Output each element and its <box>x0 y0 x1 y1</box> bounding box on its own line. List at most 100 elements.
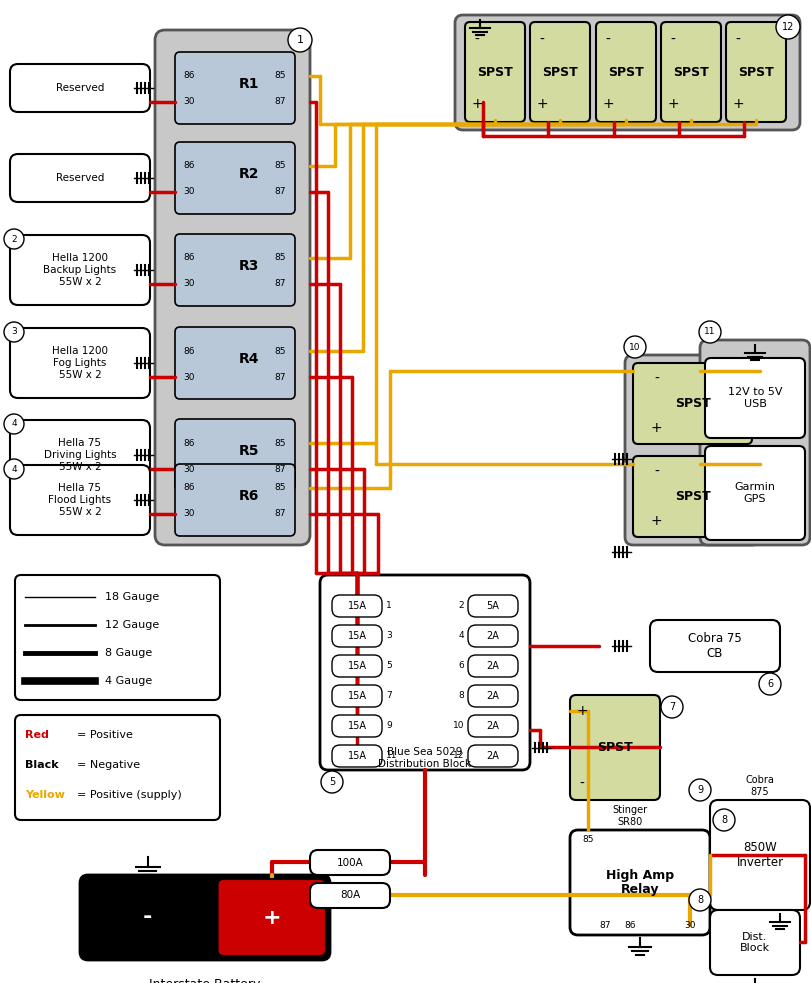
FancyBboxPatch shape <box>633 456 752 537</box>
Text: = Positive: = Positive <box>77 730 133 740</box>
Text: R4: R4 <box>239 352 260 366</box>
FancyBboxPatch shape <box>15 715 220 820</box>
Circle shape <box>624 336 646 358</box>
Text: 6: 6 <box>767 679 773 689</box>
Text: +: + <box>536 97 547 111</box>
Text: 15A: 15A <box>347 691 367 701</box>
Text: = Negative: = Negative <box>77 760 140 770</box>
Text: -: - <box>143 907 152 928</box>
Text: 15A: 15A <box>347 601 367 611</box>
Text: = Positive (supply): = Positive (supply) <box>77 790 182 800</box>
Circle shape <box>288 28 312 52</box>
FancyBboxPatch shape <box>10 328 150 398</box>
FancyBboxPatch shape <box>705 446 805 540</box>
FancyBboxPatch shape <box>320 575 530 770</box>
FancyBboxPatch shape <box>726 22 786 122</box>
Text: 85: 85 <box>275 484 286 492</box>
Circle shape <box>321 771 343 793</box>
Circle shape <box>689 779 711 801</box>
FancyBboxPatch shape <box>310 883 390 908</box>
Text: 30: 30 <box>183 279 195 288</box>
Text: 12: 12 <box>782 22 794 32</box>
Text: Yellow: Yellow <box>25 790 65 800</box>
Text: +: + <box>576 704 588 718</box>
Text: 9: 9 <box>697 785 703 795</box>
Text: 4: 4 <box>11 465 17 474</box>
FancyBboxPatch shape <box>710 910 800 975</box>
Text: Hella 1200
Backup Lights
55W x 2: Hella 1200 Backup Lights 55W x 2 <box>44 254 117 287</box>
Text: 85: 85 <box>275 346 286 356</box>
FancyBboxPatch shape <box>700 340 810 545</box>
Text: 30: 30 <box>684 920 696 930</box>
Text: Stinger
SR80: Stinger SR80 <box>612 805 647 827</box>
Text: 5: 5 <box>386 662 392 670</box>
Text: SPST: SPST <box>608 66 644 79</box>
Text: 3: 3 <box>11 327 17 336</box>
Text: SPST: SPST <box>477 66 513 79</box>
Text: +: + <box>732 97 744 111</box>
Text: 30: 30 <box>183 465 195 474</box>
FancyBboxPatch shape <box>10 64 150 112</box>
FancyBboxPatch shape <box>175 419 295 491</box>
Text: 2: 2 <box>11 235 17 244</box>
Text: 86: 86 <box>183 72 195 81</box>
FancyBboxPatch shape <box>625 355 760 545</box>
Text: 85: 85 <box>275 72 286 81</box>
Circle shape <box>4 459 24 479</box>
Text: 5A: 5A <box>487 601 500 611</box>
FancyBboxPatch shape <box>10 465 150 535</box>
FancyBboxPatch shape <box>10 420 150 490</box>
Text: 87: 87 <box>275 97 286 106</box>
Text: Red: Red <box>25 730 49 740</box>
FancyBboxPatch shape <box>155 30 310 545</box>
Text: 87: 87 <box>275 509 286 518</box>
Text: 100A: 100A <box>337 857 363 868</box>
Text: 4: 4 <box>458 631 464 641</box>
FancyBboxPatch shape <box>80 875 330 960</box>
Text: Dist.
Block: Dist. Block <box>740 932 770 954</box>
Text: R3: R3 <box>239 259 260 273</box>
FancyBboxPatch shape <box>175 52 295 124</box>
Text: 87: 87 <box>275 373 286 381</box>
Text: 10: 10 <box>629 342 641 352</box>
Text: 86: 86 <box>183 161 195 170</box>
FancyBboxPatch shape <box>332 715 382 737</box>
Text: 2: 2 <box>458 602 464 610</box>
Text: 10: 10 <box>453 722 464 730</box>
Text: 12V to 5V
USB: 12V to 5V USB <box>727 387 783 409</box>
Text: -: - <box>654 465 659 479</box>
FancyBboxPatch shape <box>633 363 752 444</box>
Text: 8: 8 <box>697 895 703 905</box>
Text: 85: 85 <box>275 161 286 170</box>
Text: 86: 86 <box>624 920 636 930</box>
Circle shape <box>4 414 24 434</box>
Text: R6: R6 <box>239 489 260 503</box>
Text: +: + <box>667 97 679 111</box>
Text: SPST: SPST <box>542 66 578 79</box>
FancyBboxPatch shape <box>570 830 710 935</box>
Text: -: - <box>654 373 659 386</box>
Text: 8: 8 <box>458 691 464 701</box>
Text: 30: 30 <box>183 373 195 381</box>
FancyBboxPatch shape <box>465 22 525 122</box>
Text: 2A: 2A <box>487 751 500 761</box>
Text: +: + <box>651 514 663 528</box>
FancyBboxPatch shape <box>175 464 295 536</box>
Text: +: + <box>603 97 614 111</box>
FancyBboxPatch shape <box>175 142 295 214</box>
Text: 30: 30 <box>183 97 195 106</box>
Text: 15A: 15A <box>347 631 367 641</box>
Circle shape <box>713 809 735 831</box>
Circle shape <box>4 229 24 249</box>
Text: SPST: SPST <box>675 490 710 503</box>
Text: 87: 87 <box>275 188 286 197</box>
Text: 12 Gauge: 12 Gauge <box>105 620 159 630</box>
Text: R1: R1 <box>239 77 260 91</box>
FancyBboxPatch shape <box>15 575 220 700</box>
Text: 2A: 2A <box>487 631 500 641</box>
Text: SPST: SPST <box>597 741 633 754</box>
Text: 11: 11 <box>704 327 716 336</box>
Circle shape <box>4 322 24 342</box>
Text: +: + <box>471 97 483 111</box>
FancyBboxPatch shape <box>468 685 518 707</box>
